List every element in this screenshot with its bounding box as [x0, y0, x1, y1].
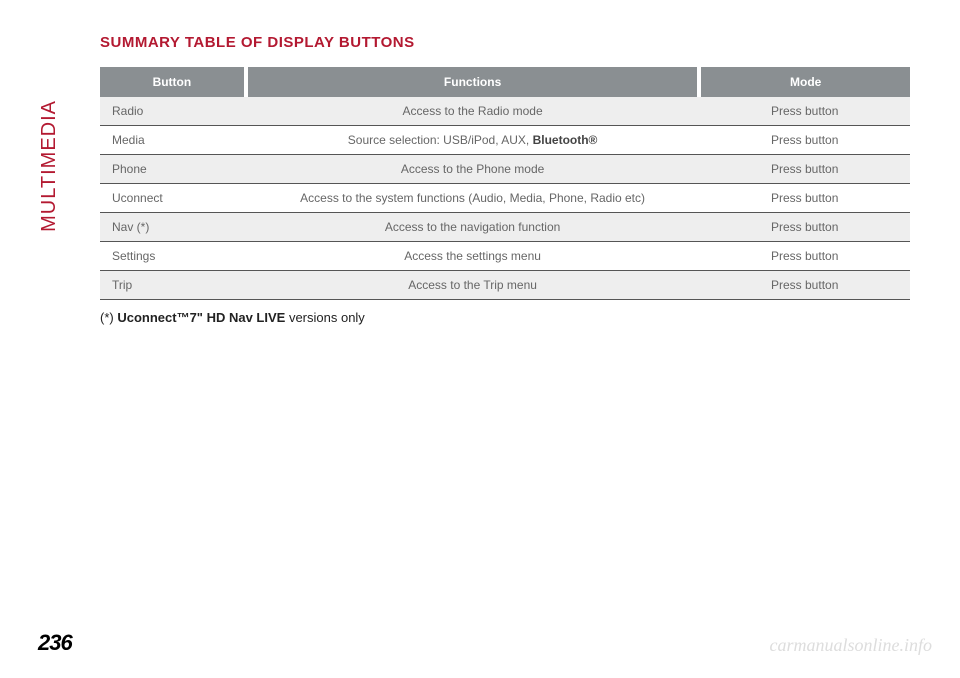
section-label: MULTIMEDIA [38, 100, 61, 232]
table-row: Nav (*)Access to the navigation function… [100, 213, 910, 242]
display-buttons-table: Button Functions Mode RadioAccess to the… [100, 67, 910, 300]
cell-button: Radio [100, 97, 246, 126]
cell-function: Access to the Trip menu [246, 271, 700, 300]
cell-button: Phone [100, 155, 246, 184]
table-row: SettingsAccess the settings menuPress bu… [100, 242, 910, 271]
cell-function: Access to the Phone mode [246, 155, 700, 184]
cell-function: Access to the navigation function [246, 213, 700, 242]
footnote: (*) Uconnect™7" HD Nav LIVE versions onl… [100, 310, 910, 325]
cell-mode: Press button [699, 242, 910, 271]
cell-mode: Press button [699, 184, 910, 213]
table-row: RadioAccess to the Radio modePress butto… [100, 97, 910, 126]
footnote-bold: Uconnect™7" HD Nav LIVE [117, 310, 285, 325]
cell-function: Access to the Radio mode [246, 97, 700, 126]
th-mode: Mode [699, 67, 910, 97]
table-header-row: Button Functions Mode [100, 67, 910, 97]
footnote-pre: (*) [100, 310, 117, 325]
cell-mode: Press button [699, 97, 910, 126]
th-functions: Functions [246, 67, 700, 97]
cell-mode: Press button [699, 155, 910, 184]
cell-function: Access to the system functions (Audio, M… [246, 184, 700, 213]
table-row: UconnectAccess to the system functions (… [100, 184, 910, 213]
cell-mode: Press button [699, 271, 910, 300]
cell-mode: Press button [699, 213, 910, 242]
th-button: Button [100, 67, 246, 97]
cell-function: Access the settings menu [246, 242, 700, 271]
page-title: SUMMARY TABLE OF DISPLAY BUTTONS [100, 34, 910, 51]
page-number: 236 [38, 630, 72, 656]
cell-button: Settings [100, 242, 246, 271]
main-content: SUMMARY TABLE OF DISPLAY BUTTONS Button … [100, 34, 910, 325]
table-row: MediaSource selection: USB/iPod, AUX, Bl… [100, 126, 910, 155]
cell-button: Media [100, 126, 246, 155]
cell-function: Source selection: USB/iPod, AUX, Bluetoo… [246, 126, 700, 155]
table-row: PhoneAccess to the Phone modePress butto… [100, 155, 910, 184]
footnote-post: versions only [285, 310, 364, 325]
cell-mode: Press button [699, 126, 910, 155]
cell-button: Nav (*) [100, 213, 246, 242]
cell-button: Trip [100, 271, 246, 300]
table-row: TripAccess to the Trip menuPress button [100, 271, 910, 300]
cell-button: Uconnect [100, 184, 246, 213]
watermark: carmanualsonline.info [770, 635, 933, 656]
